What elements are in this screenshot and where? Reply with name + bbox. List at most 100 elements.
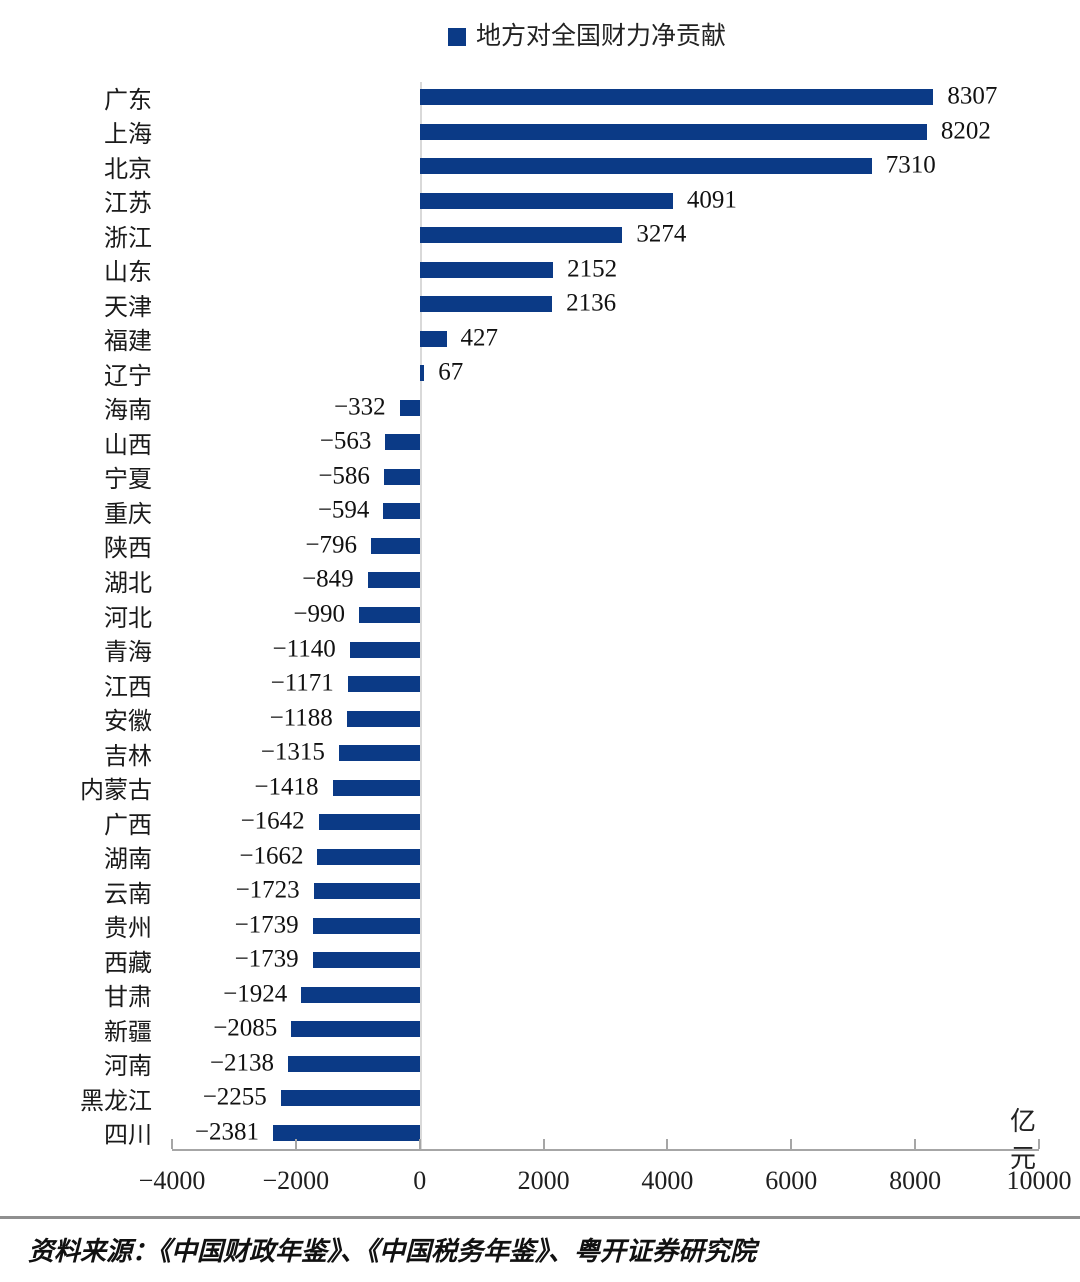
bar-track: 8307 <box>173 80 1038 115</box>
table-row: 安徽 −1188 <box>0 701 1080 736</box>
bar-track: 67 <box>173 356 1038 391</box>
bar-track: 427 <box>173 322 1038 357</box>
value-label: −2085 <box>213 1014 278 1042</box>
bar-track: −2138 <box>173 1046 1038 1081</box>
source-note: 资料来源：《中国财政年鉴》、《中国税务年鉴》、粤开证券研究院 <box>28 1237 757 1266</box>
table-row: 江苏 4091 <box>0 184 1080 219</box>
bar <box>420 158 872 175</box>
category-label: 辽宁 <box>104 363 152 390</box>
table-row: 河北 −990 <box>0 598 1080 633</box>
bar <box>385 434 421 451</box>
bar <box>420 89 934 106</box>
bar-track: −1140 <box>173 632 1038 667</box>
value-label: −1924 <box>223 980 288 1008</box>
table-row: 上海 8202 <box>0 115 1080 150</box>
value-label: 3274 <box>636 220 687 248</box>
bar <box>420 365 425 382</box>
bar <box>280 1090 421 1107</box>
value-label: −849 <box>302 565 354 593</box>
table-row: 陕西 −796 <box>0 529 1080 564</box>
bar <box>367 572 421 589</box>
table-row: 浙江 3274 <box>0 218 1080 253</box>
legend-label: 地方对全国财力净贡献 <box>476 23 727 50</box>
x-tick-label: 8000 <box>889 1166 942 1195</box>
category-label: 安徽 <box>104 709 152 736</box>
bar-track: −1662 <box>173 839 1038 874</box>
x-tick-mark <box>666 1139 669 1149</box>
value-label: −990 <box>293 600 345 628</box>
table-row: 贵州 −1739 <box>0 908 1080 943</box>
bar-track: −1188 <box>173 701 1038 736</box>
value-label: 8202 <box>940 117 991 145</box>
category-label: 河南 <box>104 1054 152 1081</box>
value-label: −1642 <box>240 807 305 835</box>
bar <box>420 192 673 209</box>
category-label: 上海 <box>104 122 152 149</box>
zero-axis-line <box>420 82 422 1150</box>
bar <box>312 952 421 969</box>
category-label: 内蒙古 <box>80 778 152 805</box>
x-tick-mark <box>294 1139 297 1149</box>
x-tick-label: 10000 <box>1006 1166 1072 1195</box>
x-tick-label: −4000 <box>138 1166 206 1195</box>
bar <box>358 606 421 623</box>
category-label: 河北 <box>104 605 152 632</box>
bar-track: −1315 <box>173 736 1038 771</box>
table-row: 江西 −1171 <box>0 667 1080 702</box>
bar <box>420 330 447 347</box>
category-label: 广东 <box>104 87 152 114</box>
bar <box>383 468 421 485</box>
bar-track: −2255 <box>173 1081 1038 1116</box>
bar-track: −1642 <box>173 805 1038 840</box>
bar-track: 7310 <box>173 149 1038 184</box>
table-row: 云南 −1723 <box>0 874 1080 909</box>
bar-track: 2136 <box>173 287 1038 322</box>
bar-track: −1739 <box>173 908 1038 943</box>
x-tick-mark <box>1038 1139 1040 1149</box>
bar-track: −2085 <box>173 1012 1038 1047</box>
axis-unit-label: 亿元 <box>1010 1107 1037 1173</box>
table-row: 湖北 −849 <box>0 563 1080 598</box>
x-tick-mark <box>171 1139 173 1149</box>
bar <box>338 745 421 762</box>
table-row: 湖南 −1662 <box>0 839 1080 874</box>
bar-track: −332 <box>173 391 1038 426</box>
bar <box>313 883 421 900</box>
category-label: 四川 <box>104 1123 152 1150</box>
category-label: 山西 <box>104 432 152 459</box>
bar <box>301 986 421 1003</box>
table-row: 福建 427 <box>0 322 1080 357</box>
value-label: −1418 <box>254 773 319 801</box>
bar <box>318 814 421 831</box>
bar-track: −594 <box>173 494 1038 529</box>
legend-marker-icon <box>448 27 466 46</box>
bar <box>420 123 927 140</box>
category-label: 吉林 <box>104 743 152 770</box>
category-label: 云南 <box>104 881 152 908</box>
table-row: 甘肃 −1924 <box>0 977 1080 1012</box>
table-row: 北京 7310 <box>0 149 1080 184</box>
bar-track: −1418 <box>173 770 1038 805</box>
x-tick-label: 0 <box>413 1166 427 1195</box>
bar <box>383 503 421 520</box>
category-label: 新疆 <box>104 1019 152 1046</box>
value-label: 8307 <box>947 82 998 110</box>
x-tick-label: 6000 <box>765 1166 818 1195</box>
bar-track: 8202 <box>173 115 1038 150</box>
table-row: 广东 8307 <box>0 80 1080 115</box>
category-label: 青海 <box>104 640 152 667</box>
bar <box>317 848 421 865</box>
category-label: 黑龙江 <box>80 1088 152 1115</box>
category-label: 江西 <box>104 674 152 701</box>
category-label: 江苏 <box>104 191 152 218</box>
value-label: 2136 <box>566 289 617 317</box>
x-tick-mark <box>790 1139 793 1149</box>
category-label: 浙江 <box>104 225 152 252</box>
bar-track: −849 <box>173 563 1038 598</box>
bar-track: −1924 <box>173 977 1038 1012</box>
category-label: 山东 <box>104 260 152 287</box>
table-row: 吉林 −1315 <box>0 736 1080 771</box>
value-label: −1315 <box>260 738 325 766</box>
category-label: 宁夏 <box>104 467 152 494</box>
bar-track: 4091 <box>173 184 1038 219</box>
